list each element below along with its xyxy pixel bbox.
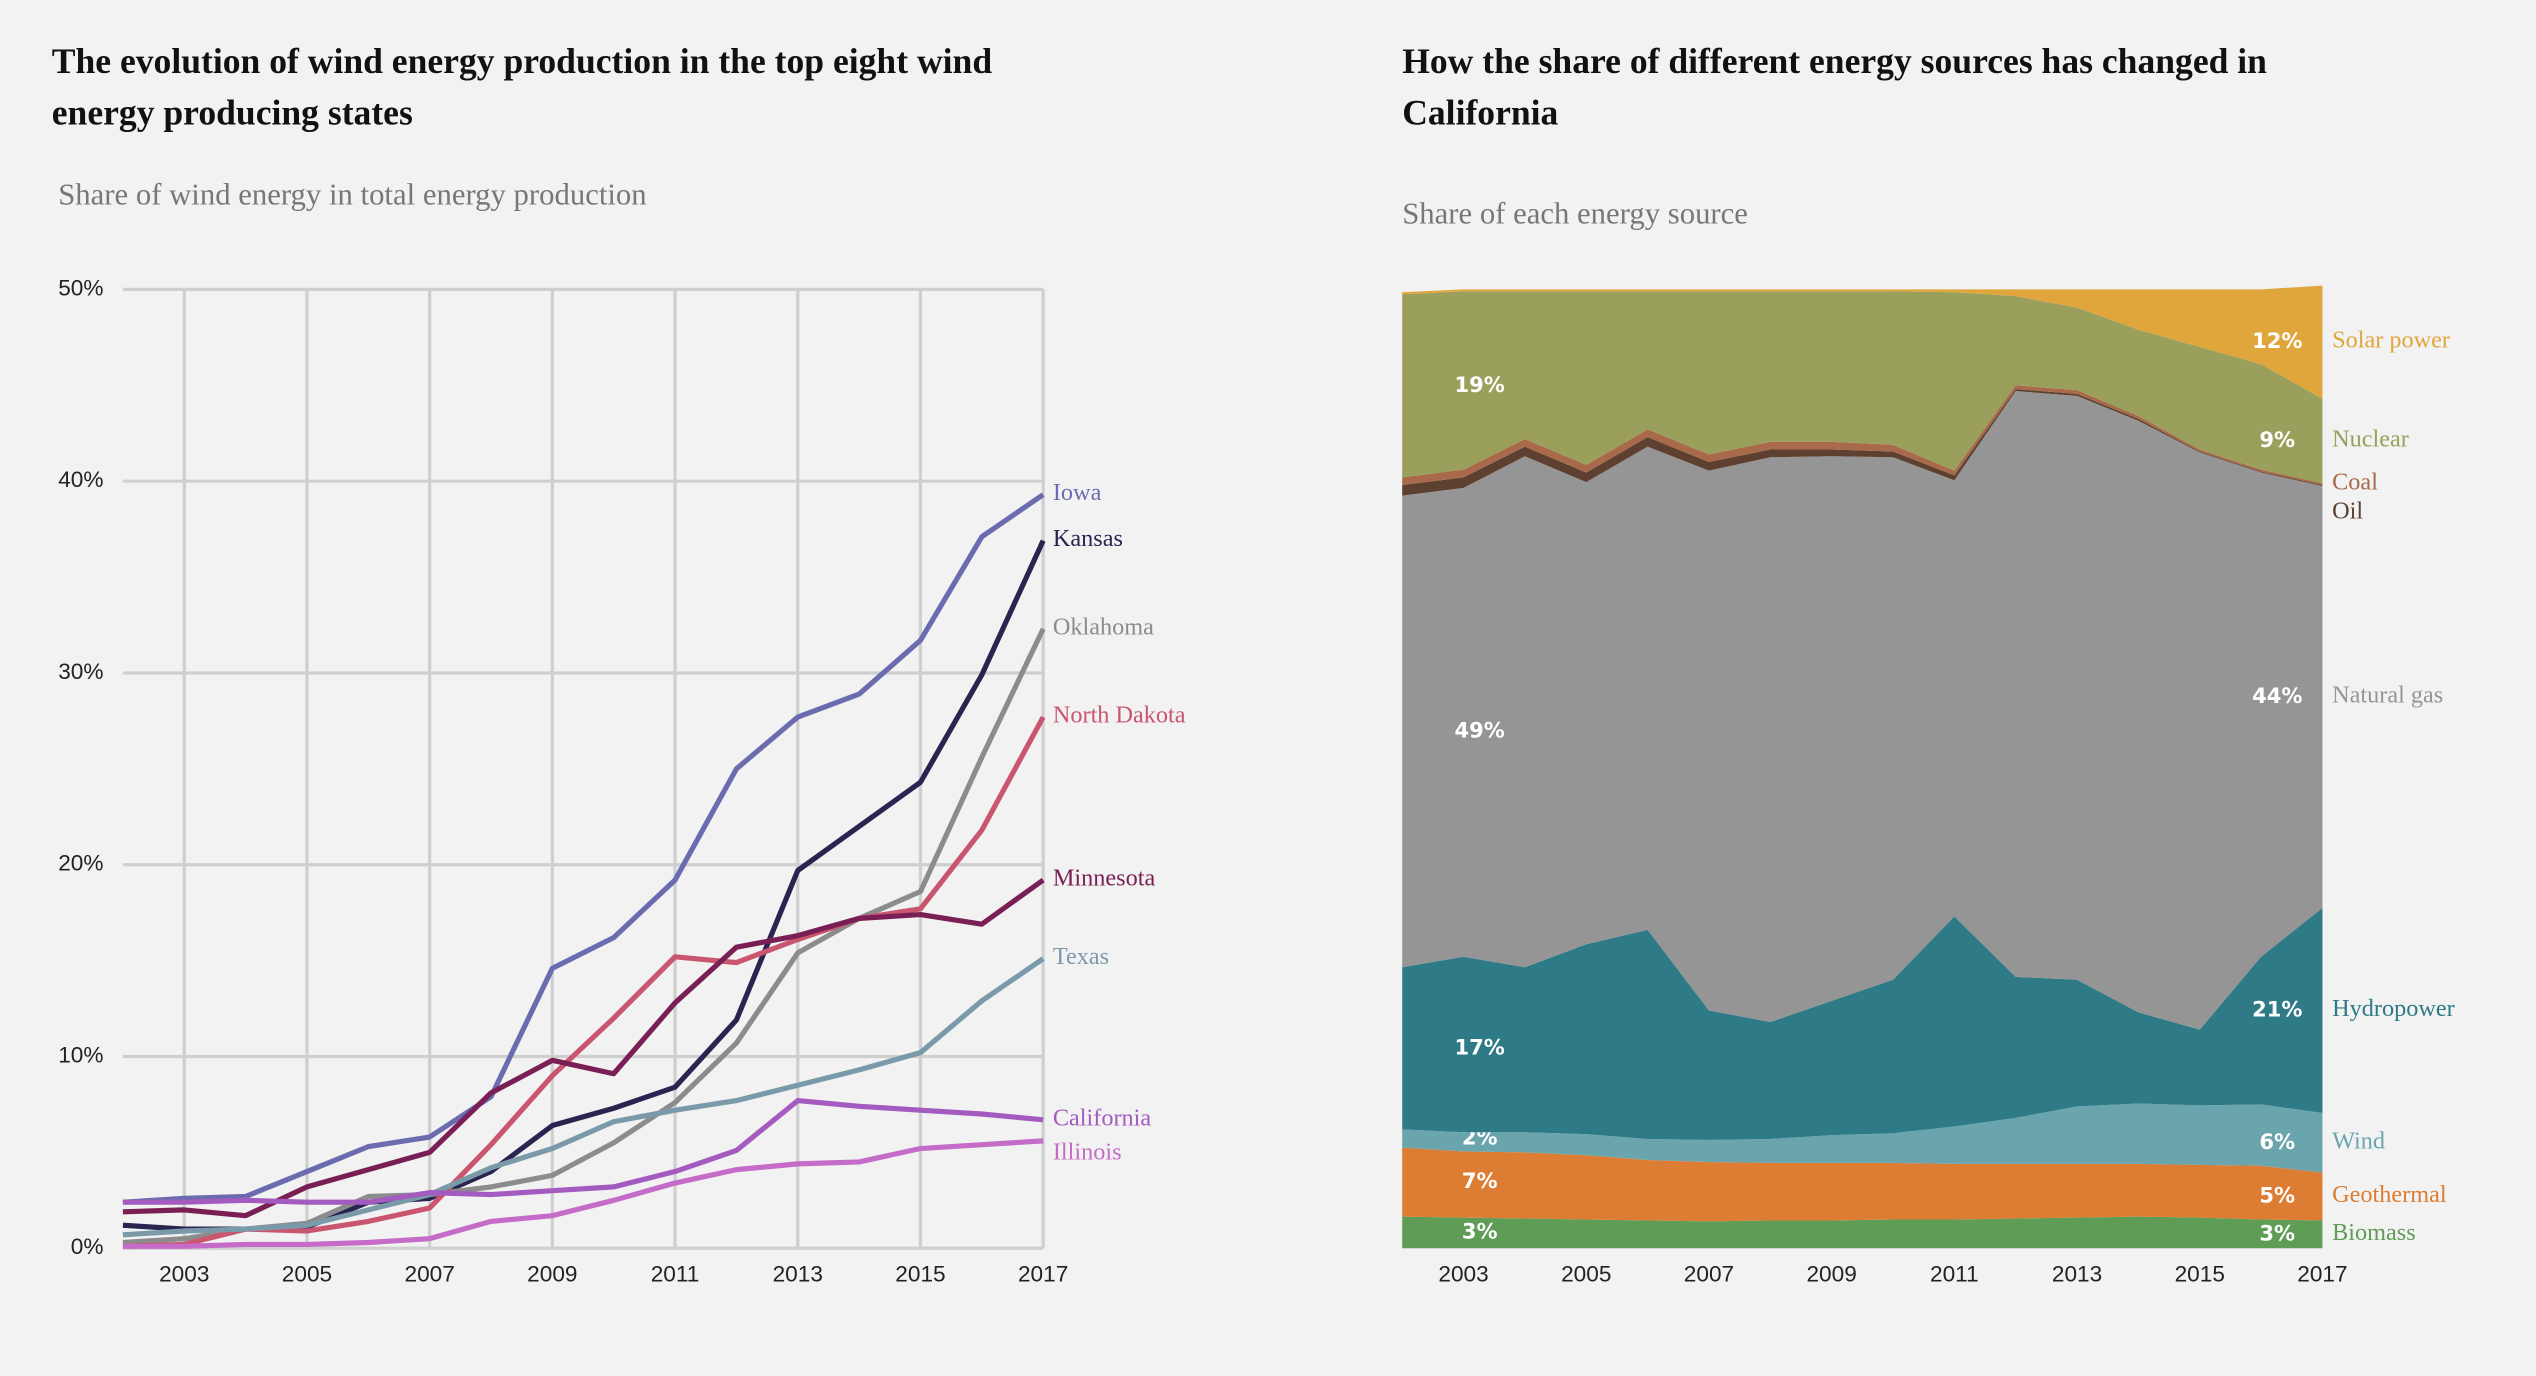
x-tick-label: 2013 [773, 1262, 823, 1287]
y-tick-label: 50% [58, 275, 103, 300]
chart-subtitle: Share of wind energy in total energy pro… [58, 177, 646, 211]
series-label: Oil [2332, 498, 2363, 525]
area-series [1402, 285, 2323, 399]
series-label: Nuclear [2332, 425, 2409, 452]
x-tick-label: 2003 [159, 1262, 209, 1287]
chart-subtitle: Share of each energy source [1402, 197, 1748, 231]
value-label: 9% [2259, 427, 2295, 452]
line-series [122, 715, 1046, 1249]
series-label: California [1053, 1104, 1152, 1131]
area-series [1402, 1147, 2323, 1222]
chart-title: The evolution of wind energy production … [51, 40, 993, 133]
series-label: Oklahoma [1053, 613, 1154, 640]
series-label: Iowa [1053, 479, 1102, 506]
series-label: Biomass [2332, 1219, 2416, 1246]
x-tick-label: 2009 [1806, 1262, 1856, 1287]
value-label: 3% [1462, 1218, 1498, 1243]
x-tick-label: 2007 [404, 1262, 454, 1287]
x-tick-label: 2017 [1018, 1262, 1068, 1287]
value-label: 3% [2259, 1220, 2295, 1245]
value-label: 6% [2259, 1129, 2295, 1154]
x-tick-label: 2003 [1438, 1262, 1488, 1287]
line-series [122, 956, 1045, 1238]
value-label: 12% [2252, 328, 2302, 353]
x-tick-label: 2011 [651, 1262, 700, 1287]
x-tick-label: 2007 [1684, 1262, 1734, 1287]
area-series [1402, 907, 2323, 1140]
x-tick-label: 2013 [2052, 1262, 2102, 1287]
series-label: Texas [1053, 943, 1109, 970]
y-tick-label: 0% [71, 1234, 104, 1259]
value-label: 44% [2252, 683, 2302, 708]
x-tick-label: 2015 [2175, 1262, 2225, 1287]
x-tick-label: 2017 [2297, 1262, 2347, 1287]
y-tick-label: 40% [58, 467, 103, 492]
series-label: Geothermal [2332, 1181, 2447, 1208]
x-tick-label: 2005 [282, 1262, 332, 1287]
line-series [122, 1098, 1044, 1205]
line-series [122, 1138, 1044, 1249]
value-label: 5% [2259, 1182, 2295, 1207]
x-tick-label: 2005 [1561, 1262, 1611, 1287]
y-tick-label: 20% [58, 851, 103, 876]
series-label: Wind [2332, 1127, 2385, 1154]
series-label: Kansas [1053, 525, 1123, 552]
x-tick-label: 2011 [1930, 1262, 1979, 1287]
series-label: Natural gas [2332, 681, 2443, 708]
value-label: 19% [1455, 372, 1505, 397]
series-label: Hydropower [2332, 995, 2455, 1022]
area-series [1402, 1103, 2323, 1173]
line-series [122, 539, 1046, 1232]
area-series [1402, 391, 2323, 1030]
value-label: 21% [2252, 996, 2302, 1021]
chart-title: How the share of different energy source… [1402, 40, 2267, 133]
series-label: North Dakota [1053, 702, 1186, 729]
line-series [122, 492, 1045, 1205]
y-tick-label: 30% [58, 659, 103, 684]
value-label: 17% [1455, 1034, 1505, 1059]
series-label: Illinois [1053, 1138, 1122, 1165]
x-tick-label: 2015 [895, 1262, 945, 1287]
value-label: 7% [1462, 1168, 1498, 1193]
series-label: Minnesota [1053, 865, 1156, 892]
series-label: Solar power [2332, 327, 2450, 354]
x-tick-label: 2009 [527, 1262, 577, 1287]
area-series [1402, 1216, 2323, 1249]
area-series [1402, 291, 2323, 484]
value-label: 49% [1455, 717, 1505, 742]
y-tick-label: 10% [58, 1042, 103, 1067]
series-label: Coal [2332, 469, 2378, 496]
